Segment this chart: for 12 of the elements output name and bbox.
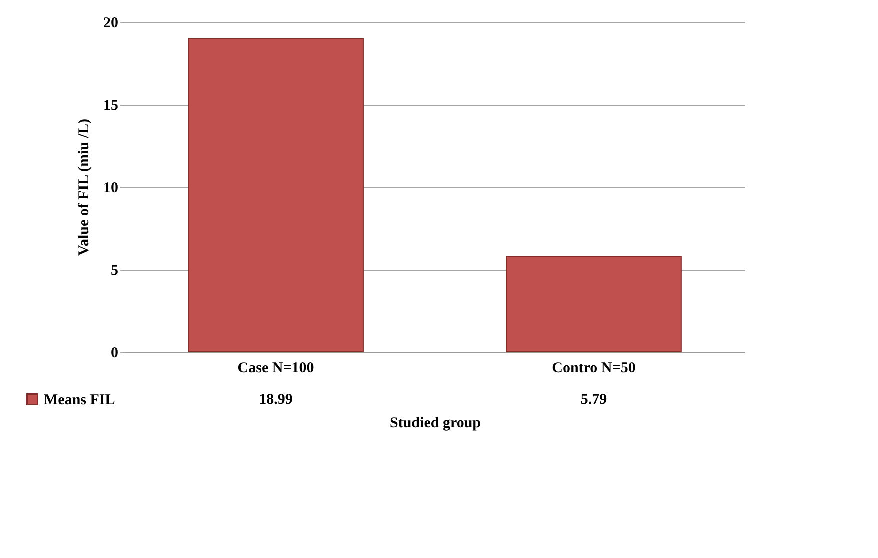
- x-tick-label: Case N=100: [238, 360, 314, 376]
- y-axis-title: Value of FIL (miu /L): [76, 119, 92, 256]
- y-tick-label: 10: [104, 180, 118, 196]
- data-label: 18.99: [259, 392, 293, 408]
- y-tick-label: 15: [104, 98, 118, 114]
- x-axis-title: Studied group: [390, 416, 482, 432]
- x-tick-label: Contro N=50: [552, 360, 636, 376]
- legend-label: Means FIL: [44, 392, 116, 408]
- y-tick-label: 0: [111, 346, 118, 362]
- y-tick-label: 20: [104, 16, 118, 32]
- data-label: 5.79: [580, 392, 608, 408]
- y-tick-label: 5: [111, 263, 118, 279]
